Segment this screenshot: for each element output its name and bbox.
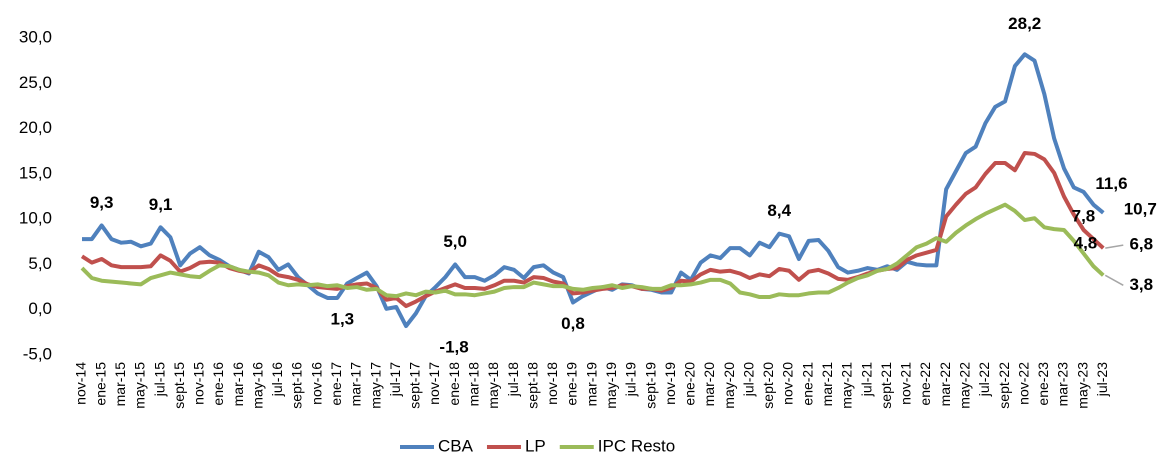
value-label: 5,0 <box>443 232 467 251</box>
x-tick-label: ene-23 <box>1035 362 1051 406</box>
series-line <box>82 52 1105 329</box>
y-tick-label: 15,0 <box>19 163 52 182</box>
value-label: 9,1 <box>149 195 173 214</box>
x-tick-label: mar-17 <box>348 362 364 407</box>
value-label: 11,6 <box>1095 174 1127 193</box>
x-tick-label: mar-21 <box>819 362 835 407</box>
x-tick-label: sept-22 <box>996 362 1012 409</box>
x-tick-label: ene-16 <box>210 362 226 406</box>
x-tick-label: nov-18 <box>544 362 560 405</box>
legend-label: LP <box>525 436 546 455</box>
value-label: 9,3 <box>90 193 114 212</box>
value-label: 10,7 <box>1124 199 1157 218</box>
x-tick-label: may-17 <box>367 362 383 409</box>
x-tick-label: mar-19 <box>583 362 599 407</box>
series-line <box>80 151 1105 309</box>
legend-label: IPC Resto <box>598 436 675 455</box>
x-tick-label: ene-20 <box>682 362 698 406</box>
x-tick-label: mar-16 <box>230 362 246 407</box>
x-tick-label: nov-20 <box>780 362 796 405</box>
x-tick-label: jul-20 <box>740 362 756 397</box>
x-tick-label: jul-17 <box>387 362 403 397</box>
x-tick-label: mar-23 <box>1055 362 1071 407</box>
x-tick-label: sept-19 <box>642 362 658 409</box>
legend-label: CBA <box>438 436 474 455</box>
x-tick-label: mar-22 <box>937 362 953 407</box>
x-tick-label: may-20 <box>721 362 737 409</box>
x-tick-label: jul-21 <box>858 362 874 397</box>
value-label: 8,4 <box>767 201 791 220</box>
x-tick-label: jul-19 <box>623 362 639 397</box>
x-tick-label: jul-15 <box>151 362 167 397</box>
value-label: 6,8 <box>1129 235 1153 254</box>
value-label: 28,2 <box>1008 14 1041 33</box>
x-tick-label: may-16 <box>249 362 265 409</box>
x-tick-label: jul-23 <box>1094 362 1110 397</box>
x-tick-label: sept-21 <box>878 362 894 409</box>
x-tick-label: may-21 <box>839 362 855 409</box>
x-tick-label: sept-16 <box>289 362 305 409</box>
x-tick-label: jul-22 <box>976 362 992 397</box>
x-tick-label: may-15 <box>132 362 148 409</box>
x-tick-label: mar-20 <box>701 362 717 407</box>
x-tick-label: nov-21 <box>898 362 914 405</box>
x-tick-label: ene-15 <box>92 362 108 406</box>
x-tick-label: nov-22 <box>1015 362 1031 405</box>
y-tick-label: 0,0 <box>28 299 52 318</box>
x-tick-label: ene-21 <box>799 362 815 406</box>
value-label: -1,8 <box>439 338 468 357</box>
x-tick-label: jul-18 <box>505 362 521 397</box>
x-tick-label: may-22 <box>957 362 973 409</box>
y-tick-label: 5,0 <box>28 254 52 273</box>
x-tick-label: ene-22 <box>917 362 933 406</box>
x-tick-label: jul-16 <box>269 362 285 397</box>
x-tick-label: ene-18 <box>446 362 462 406</box>
x-tick-label: nov-17 <box>426 362 442 405</box>
y-tick-label: 20,0 <box>19 118 52 137</box>
value-label: 3,8 <box>1129 275 1153 294</box>
x-tick-label: mar-15 <box>112 362 128 407</box>
x-tick-label: nov-15 <box>191 362 207 405</box>
value-label: 0,8 <box>561 314 585 333</box>
y-tick-label: 10,0 <box>19 209 52 228</box>
x-tick-label: ene-17 <box>328 362 344 406</box>
leader-line <box>1104 274 1124 286</box>
leader-line <box>1105 244 1124 249</box>
x-tick-label: sept-15 <box>171 362 187 409</box>
x-tick-label: nov-19 <box>662 362 678 405</box>
x-tick-label: nov-16 <box>308 362 324 405</box>
x-tick-label: may-23 <box>1074 362 1090 409</box>
x-tick-label: nov-14 <box>73 362 89 405</box>
value-label: 1,3 <box>330 309 354 328</box>
x-tick-label: sept-20 <box>760 362 776 409</box>
y-tick-label: -5,0 <box>23 344 52 363</box>
x-tick-label: sept-17 <box>407 362 423 409</box>
y-tick-label: 25,0 <box>19 73 52 92</box>
y-tick-label: 30,0 <box>19 27 52 46</box>
x-tick-label: sept-18 <box>524 362 540 409</box>
x-tick-label: may-19 <box>603 362 619 409</box>
value-label: 4,8 <box>1074 234 1098 253</box>
x-tick-label: mar-18 <box>466 362 482 407</box>
x-tick-label: may-18 <box>485 362 501 409</box>
series-line <box>80 202 1105 300</box>
x-tick-label: ene-19 <box>564 362 580 406</box>
value-label: 7,8 <box>1072 207 1096 226</box>
